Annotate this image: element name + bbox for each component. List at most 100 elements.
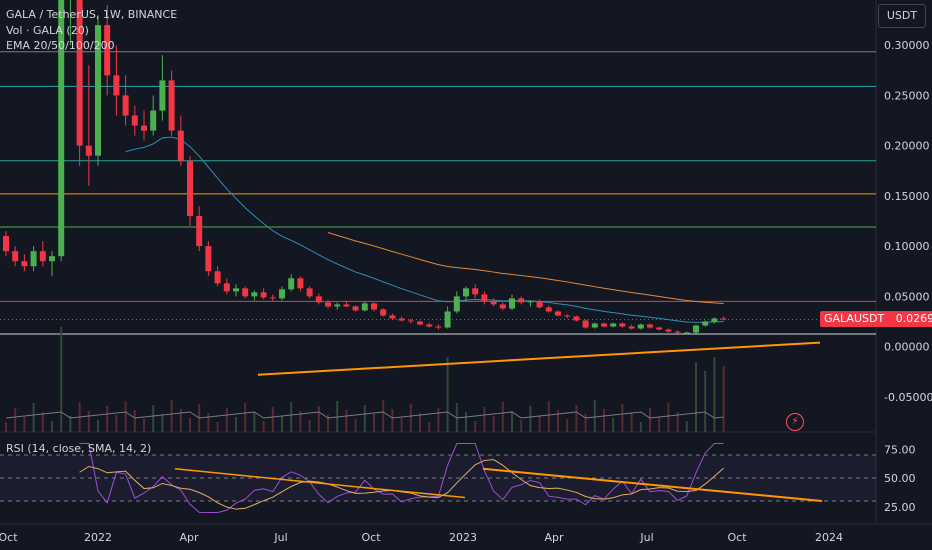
volume-bar (501, 402, 504, 432)
volume-bar (23, 417, 26, 432)
rsi-tick-label: 50.00 (884, 472, 916, 485)
volume-bar (529, 406, 532, 432)
volume-bar (419, 413, 421, 432)
volume-bar (547, 401, 550, 432)
volume-bar (474, 421, 477, 432)
candle-down (555, 311, 561, 316)
volume-bar (106, 406, 109, 432)
time-tick-label: 2022 (84, 531, 112, 544)
candle-up (58, 0, 65, 257)
time-tick-label: Apr (544, 531, 564, 544)
volume-bar (115, 415, 118, 432)
volume-bar (575, 405, 578, 432)
candle-down (104, 25, 111, 76)
candle-down (205, 246, 212, 272)
trend-lines (257, 341, 821, 376)
candle-down (417, 321, 423, 325)
candle-up (49, 256, 55, 262)
candle-down (76, 0, 83, 146)
volume-bar (51, 421, 53, 432)
candle-down (315, 296, 322, 303)
volume-bar (621, 404, 624, 432)
price-tick-label: 0.00000 (884, 341, 930, 354)
candle-up (159, 80, 166, 111)
time-tick-label: 2024 (815, 531, 843, 544)
volume-bar (253, 412, 256, 432)
candle-down (187, 160, 193, 216)
volume-bar (713, 357, 716, 432)
candle-up (527, 301, 534, 303)
candle-down (214, 271, 221, 284)
candle-down (674, 331, 681, 333)
volume-bar (87, 411, 90, 432)
price-tick-label: 0.15000 (884, 190, 930, 203)
volume-bar (639, 422, 642, 432)
candle-up (95, 25, 101, 156)
price-tick-label: 0.10000 (884, 240, 930, 253)
time-tick-label: Oct (0, 531, 18, 544)
volume-bar (722, 366, 725, 432)
volume-bars (5, 327, 725, 432)
volume-bar (41, 412, 44, 432)
candle-down (435, 326, 442, 328)
volume-bar (520, 420, 523, 432)
candle-down (131, 115, 138, 126)
volume-bar (428, 422, 431, 432)
rsi-tick-label: 75.00 (884, 443, 916, 456)
candle-down (177, 130, 184, 161)
volume-bar (170, 400, 173, 432)
candle-down (141, 125, 147, 131)
price-tick-label: 0.25000 (884, 89, 930, 102)
candle-down (720, 318, 727, 320)
candle-up (683, 332, 690, 334)
rsi-legend[interactable]: RSI (14, close, SMA, 14, 2) (6, 442, 152, 455)
volume-bar (262, 421, 265, 432)
volume-bar (235, 417, 237, 432)
volume-bar (363, 405, 366, 432)
rsi-pane (0, 443, 876, 513)
volume-bar (667, 403, 670, 432)
candle-up (233, 288, 239, 292)
volume-bar (593, 400, 596, 432)
ema200-line (327, 232, 724, 305)
volume-bar (281, 416, 283, 432)
volume-bar (704, 371, 707, 432)
candle-down (647, 324, 653, 328)
volume-bar (483, 407, 486, 432)
volume-bar (143, 419, 145, 432)
volume-bar (676, 412, 679, 432)
candle-down (407, 320, 414, 322)
currency-button[interactable]: USDT (878, 4, 926, 28)
volume-bar (290, 402, 293, 432)
candle-down (490, 301, 497, 305)
symbol-legend[interactable]: GALA / TetherUS, 1W, BINANCE (6, 8, 178, 21)
candle-up (334, 304, 341, 307)
volume-bar (382, 400, 385, 432)
volume-bar (557, 410, 559, 432)
last-price-tag: GALAUSDT 0.02697 (820, 311, 932, 327)
ema-lines (125, 136, 724, 323)
volume-bar (612, 418, 615, 432)
candle-down (389, 315, 396, 319)
rsi-tick-label: 25.00 (884, 501, 916, 514)
volume-legend[interactable]: Vol · GALA (20) (6, 24, 89, 37)
candle-down (536, 301, 543, 308)
candle-down (601, 323, 607, 327)
candle-down (113, 75, 120, 96)
time-tick-label: 2023 (449, 531, 477, 544)
candle-up (453, 296, 460, 312)
volume-bar (189, 418, 191, 432)
candle-down (371, 303, 377, 310)
volume-bar (584, 414, 587, 432)
volume-bar (685, 421, 688, 432)
volume-bar (630, 413, 633, 432)
volume-bar (566, 419, 569, 432)
candle-down (619, 323, 626, 327)
flash-icon[interactable]: ⚡ (786, 413, 804, 431)
ema-legend[interactable]: EMA 20/50/100/200 (6, 39, 115, 52)
price-tick-label: 0.20000 (884, 140, 930, 153)
volume-bar (649, 408, 651, 432)
volume-bar (345, 410, 348, 432)
candle-up (509, 298, 515, 309)
